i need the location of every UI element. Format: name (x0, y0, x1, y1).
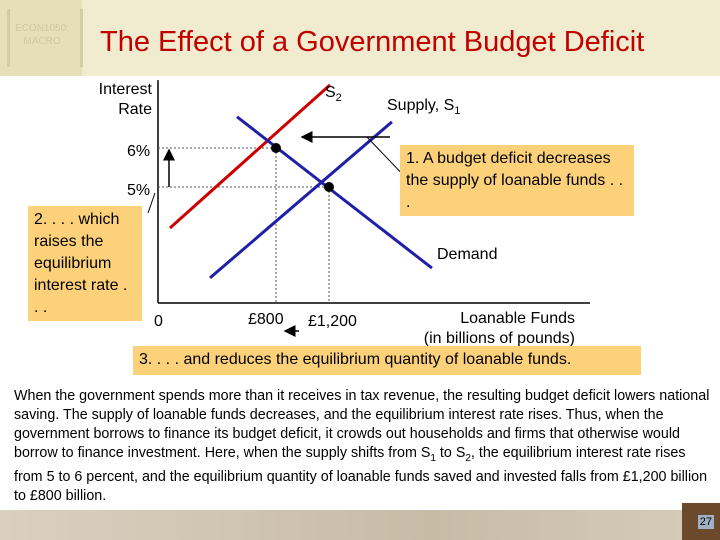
equilibrium-point (271, 143, 281, 153)
origin-label: 0 (154, 313, 163, 330)
annotation-supply-decrease: 1. A budget deficit decreases the supply… (400, 145, 634, 216)
curve-supply-s1 (209, 120, 393, 280)
equilibrium-point (324, 182, 334, 192)
slide-header: ECON1050: MACRO The Effect of a Governmen… (0, 0, 720, 76)
footer-band (0, 510, 720, 540)
explanation-paragraph: When the government spends more than it … (14, 388, 710, 504)
x-tick-800: £800 (248, 311, 284, 328)
demand-label: Demand (437, 246, 498, 263)
page-number-badge: 27 (682, 503, 720, 540)
curve-s2 (169, 83, 332, 230)
y-tick-5: 5% (127, 182, 151, 199)
s2-label: S2 (325, 84, 342, 105)
slide-title: The Effect of a Government Budget Defici… (100, 26, 645, 58)
callout-line (147, 192, 156, 214)
curve-demand (236, 115, 433, 270)
course-logo: ECON1050: MACRO (0, 0, 83, 76)
annotation-quantity-fall: 3. . . . and reduces the equilibrium qua… (133, 346, 641, 375)
page-number: 27 (697, 515, 714, 529)
annotation-rate-rise: 2. . . . which raises the equilibrium in… (28, 206, 142, 321)
x-tick-1200: £1,200 (308, 313, 357, 330)
y-tick-6: 6% (127, 143, 151, 160)
logo-line: MACRO (23, 36, 61, 47)
s1-label: Supply, S1 (387, 97, 461, 118)
y-axis-label: Interest Rate (98, 81, 152, 118)
logo-line: ECON1050: (15, 23, 69, 34)
x-axis-label: Loanable Funds (in billions of pounds) (423, 310, 575, 347)
